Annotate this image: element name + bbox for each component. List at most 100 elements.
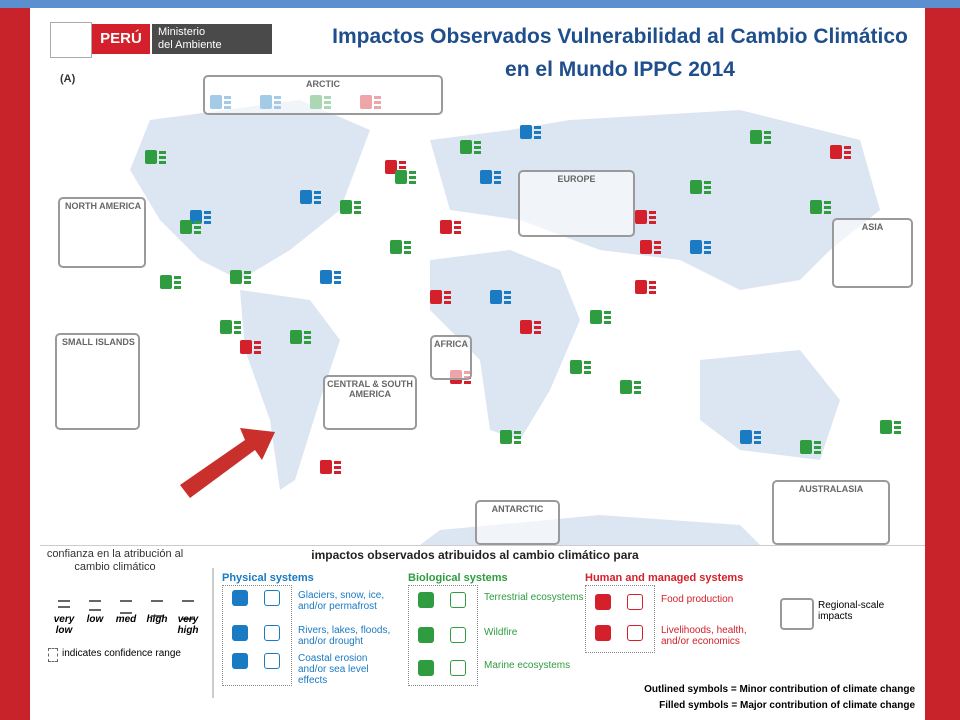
map-icon: [750, 130, 762, 144]
confidence-bar: [814, 451, 821, 454]
map-icon: [500, 430, 512, 444]
confidence-bar: [649, 286, 656, 289]
confidence-bar: [649, 221, 656, 224]
icon-filled: [595, 625, 611, 641]
confidence-bar: [814, 446, 821, 449]
map-icon: [635, 210, 647, 224]
panel-label: (A): [60, 73, 76, 85]
icon-outlined: [627, 594, 643, 610]
confidence-bar: [474, 141, 481, 144]
icon-outlined: [450, 627, 466, 643]
coat-of-arms: [50, 22, 92, 58]
confidence-bar: [304, 331, 311, 334]
confidence-bar: [654, 251, 661, 254]
continents: [130, 100, 880, 545]
arrow: [180, 428, 275, 498]
confidence-level: very high: [177, 614, 199, 636]
confidence-bar: [844, 156, 851, 159]
confidence-bar: [514, 431, 521, 434]
filled-note: Filled symbols = Major contribution of c…: [659, 700, 915, 711]
icon-outlined: [450, 660, 466, 676]
confidence-bar: [204, 211, 211, 214]
confidence-bar: [534, 136, 541, 139]
icon-outlined: [627, 625, 643, 641]
region-box: ANTARCTIC: [475, 500, 560, 545]
confidence-bar: [174, 281, 181, 284]
confidence-bar: [244, 276, 251, 279]
confidence-bars: [89, 600, 101, 611]
confidence-bar: [634, 391, 641, 394]
map-icon: [320, 270, 332, 284]
confidence-bar: [534, 131, 541, 134]
confidence-bar: [814, 441, 821, 444]
confidence-bar: [534, 126, 541, 129]
icon-filled: [595, 594, 611, 610]
regional-box: [780, 598, 814, 630]
confidence-level: low: [86, 614, 104, 625]
logo-line: Ministerio: [158, 26, 206, 38]
icon-filled: [418, 660, 434, 676]
confidence-bar: [334, 276, 341, 279]
map-icon: [590, 310, 602, 324]
legend-item: Marine ecosystems: [484, 660, 571, 671]
icon-filled: [232, 590, 248, 606]
confidence-bar: [334, 466, 341, 469]
confidence-bar: [334, 471, 341, 474]
legend-item: Wildfire: [484, 627, 518, 638]
logo-country: PERÚ: [92, 24, 150, 54]
confidence-bar: [704, 181, 711, 184]
map-icon: [320, 460, 332, 474]
confidence-bar: [894, 431, 901, 434]
confidence-bar: [194, 231, 201, 234]
region-box: CENTRAL & SOUTH AMERICA: [323, 375, 417, 430]
confidence-level: med: [115, 614, 137, 625]
group-title: Human and managed systems: [585, 572, 744, 584]
confidence-bar: [504, 296, 511, 299]
region-box: SMALL ISLANDS: [55, 333, 140, 430]
confidence-bar: [354, 201, 361, 204]
confidence-bar: [464, 381, 471, 384]
confidence-bar: [604, 321, 611, 324]
map-icon: [690, 240, 702, 254]
confidence-bar: [494, 181, 501, 184]
world-map: (A): [60, 73, 901, 545]
confidence-bar: [194, 226, 201, 229]
legend-item: Food production: [661, 594, 734, 605]
confidence-level: very low: [53, 614, 75, 636]
icon-filled: [418, 627, 434, 643]
outlined-note: Outlined symbols = Minor contribution of…: [644, 684, 915, 695]
confidence-bar: [474, 146, 481, 149]
confidence-bar: [174, 286, 181, 289]
legend-item: Coastal erosion and/or sea level effects: [298, 653, 369, 686]
confidence-bars: [182, 600, 194, 620]
group-frame: [222, 585, 292, 686]
confidence-bar: [244, 281, 251, 284]
confidence-bar: [404, 246, 411, 249]
confidence-bar: [159, 151, 166, 154]
confidence-bar: [454, 221, 461, 224]
confidence-bar: [454, 231, 461, 234]
map-icon: [290, 330, 302, 344]
title-line: en el Mundo IPPC 2014: [505, 58, 735, 81]
icon-outlined: [264, 653, 280, 669]
region-box: NORTH AMERICA: [58, 197, 146, 268]
confidence-bar: [534, 321, 541, 324]
confidence-bar: [844, 151, 851, 154]
confidence-bar: [234, 321, 241, 324]
confidence-bar: [584, 371, 591, 374]
divider: [212, 568, 214, 698]
confidence-bar: [494, 176, 501, 179]
confidence-bar: [474, 151, 481, 154]
confidence-bar: [314, 196, 321, 199]
map-icon: [395, 170, 407, 184]
confidence-bar: [534, 331, 541, 334]
confidence-bar: [444, 291, 451, 294]
map-icon: [300, 190, 312, 204]
legend-item: Livelihoods, health, and/or economics: [661, 625, 747, 647]
confidence-bar: [304, 341, 311, 344]
region-box: EUROPE: [518, 170, 635, 237]
confidence-bar: [404, 241, 411, 244]
map-icon: [800, 440, 812, 454]
map-icon: [490, 290, 502, 304]
map-icon: [220, 320, 232, 334]
